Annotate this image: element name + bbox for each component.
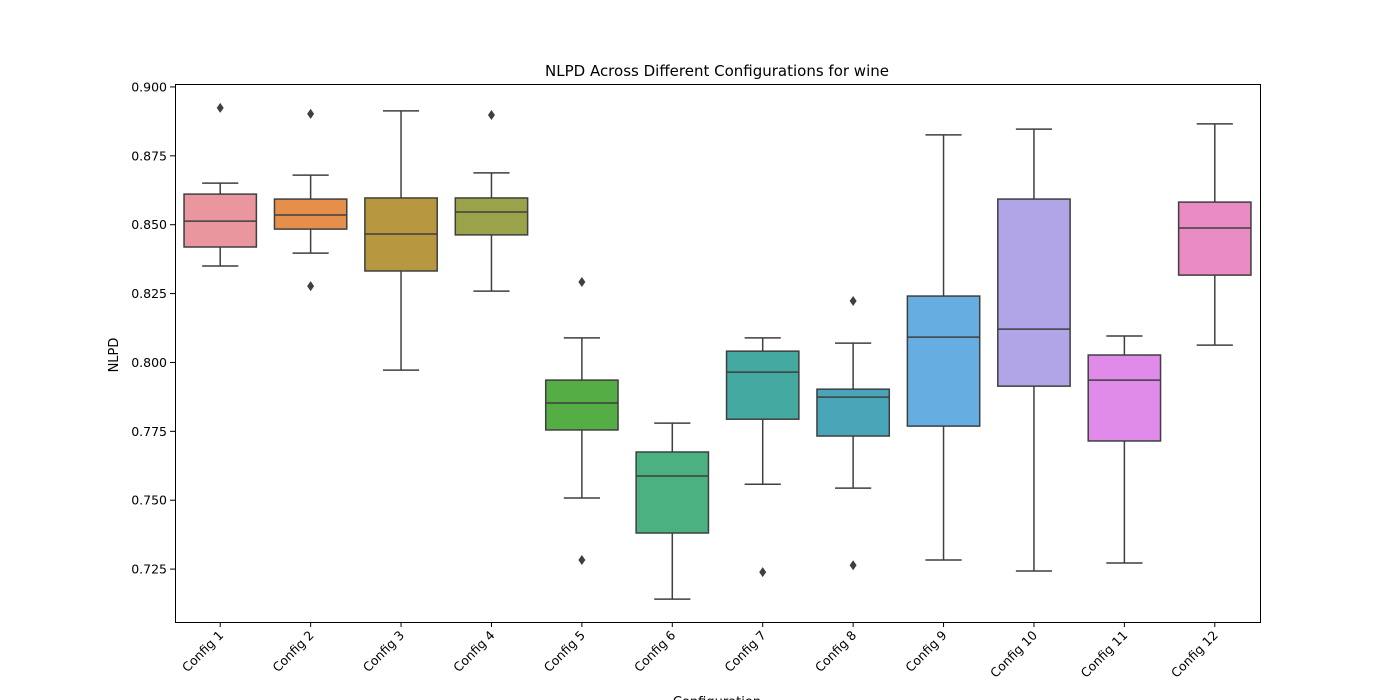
x-tick-label: Config 1 <box>179 628 226 675</box>
x-tick-label: Config 10 <box>987 627 1040 680</box>
x-tick-label: Config 4 <box>450 627 497 674</box>
box <box>816 388 891 437</box>
box <box>1177 201 1252 276</box>
chart-title: NLPD Across Different Configurations for… <box>545 62 889 80</box>
y-tick-label: 0.725 <box>131 562 167 577</box>
y-tick-label: 0.775 <box>131 424 167 439</box>
outlier <box>216 102 224 113</box>
x-tick-label: Config 2 <box>269 628 316 675</box>
box <box>997 198 1071 387</box>
x-tick-label: Config 5 <box>541 628 588 675</box>
x-tick-label: Config 9 <box>902 627 949 674</box>
outlier <box>578 277 586 288</box>
outlier <box>578 555 586 566</box>
box <box>544 379 619 431</box>
y-axis-label: NLPD <box>107 338 122 373</box>
y-tick-label: 0.825 <box>131 286 167 301</box>
x-tick-label: Config 6 <box>631 627 678 674</box>
y-tick-label: 0.850 <box>131 217 167 232</box>
outlier <box>307 281 315 292</box>
x-tick-label: Config 11 <box>1077 628 1130 681</box>
box <box>635 451 710 534</box>
x-tick-label: Config 7 <box>721 628 768 675</box>
box <box>454 197 529 236</box>
outlier <box>487 110 495 121</box>
outlier <box>849 296 857 307</box>
x-tick-label: Config 8 <box>812 627 859 674</box>
box <box>725 350 800 420</box>
box <box>1087 354 1162 442</box>
x-tick-label: Config 3 <box>360 628 407 675</box>
outlier <box>759 567 767 578</box>
plot-frame <box>175 84 1261 623</box>
box <box>273 198 348 230</box>
y-tick-label: 0.900 <box>131 79 167 94</box>
box <box>906 295 981 427</box>
outlier <box>849 560 857 571</box>
x-tick-label: Config 12 <box>1168 628 1221 681</box>
x-axis-label: Configuration <box>673 695 761 700</box>
y-tick-label: 0.800 <box>131 355 167 370</box>
outlier <box>307 108 315 119</box>
y-tick-label: 0.750 <box>131 493 167 508</box>
y-tick-label: 0.875 <box>131 148 167 163</box>
